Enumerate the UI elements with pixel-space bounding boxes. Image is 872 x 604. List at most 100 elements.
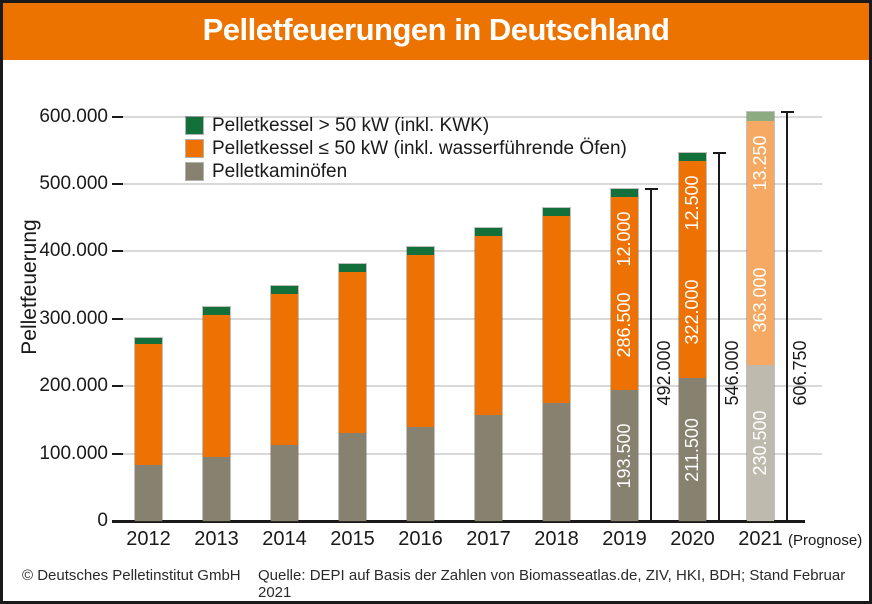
legend-swatch-gray bbox=[186, 163, 203, 180]
bar-segment-green bbox=[543, 208, 570, 217]
bar-segment-gray bbox=[611, 390, 638, 521]
bar-segment-green bbox=[679, 152, 706, 162]
bar-segment-orange bbox=[339, 271, 366, 434]
bar-value-label: 13.250 bbox=[750, 135, 770, 191]
bar-2012 bbox=[135, 337, 162, 521]
total-marker-line bbox=[786, 111, 788, 521]
x-tick-label: 2018 bbox=[534, 528, 579, 550]
x-tick-label: 2012 bbox=[126, 528, 171, 550]
bar-value-label: 286.500 bbox=[614, 291, 634, 358]
bar-2020 bbox=[679, 152, 706, 521]
y-tick-label: 300.000 bbox=[39, 307, 108, 329]
x-tick-label: 2014 bbox=[262, 528, 307, 550]
bar-2016 bbox=[407, 246, 434, 521]
bar-segment-gray bbox=[203, 456, 230, 521]
gridline bbox=[115, 182, 822, 185]
bar-2013 bbox=[203, 307, 230, 521]
bar-segment-green bbox=[135, 337, 162, 344]
legend-item-pelletkaminoefen: Pelletkaminöfen bbox=[186, 160, 627, 183]
legend-swatch-orange bbox=[186, 140, 203, 157]
bar-segment-green bbox=[407, 246, 434, 255]
x-tick-label: 2013 bbox=[194, 528, 239, 550]
gridline bbox=[115, 317, 822, 320]
gridline bbox=[115, 452, 822, 455]
y-axis-tick bbox=[112, 182, 123, 185]
bar-segment-gray bbox=[135, 464, 162, 521]
x-tick-label: 2015 bbox=[330, 528, 375, 550]
bar-2019 bbox=[611, 189, 638, 521]
x-tick-label: 2021 bbox=[738, 528, 783, 550]
x-tick-label: 2016 bbox=[398, 528, 443, 550]
gridline bbox=[115, 385, 822, 388]
bar-value-label: 12.000 bbox=[614, 211, 634, 267]
x-tick-label: 2017 bbox=[466, 528, 511, 550]
y-axis-tick bbox=[112, 385, 123, 388]
y-tick-label: 100.000 bbox=[39, 442, 108, 464]
y-tick-label: 200.000 bbox=[39, 375, 108, 397]
bar-segment-orange bbox=[611, 197, 638, 391]
x-tick-label: 2020 bbox=[670, 528, 715, 550]
bar-value-label: 363.000 bbox=[750, 267, 770, 333]
chart-legend: Pelletkessel > 50 kW (inkl. KWK) Pelletk… bbox=[186, 114, 627, 183]
y-axis-tick bbox=[112, 250, 123, 253]
bar-segment-orange bbox=[203, 314, 230, 457]
total-value-label: 492.000 bbox=[654, 340, 674, 406]
total-marker-cap bbox=[780, 110, 794, 113]
x-tick-label-prognose: (Prognose) bbox=[788, 532, 863, 549]
bar-2015 bbox=[339, 263, 366, 522]
bar-segment-green bbox=[203, 307, 230, 315]
bar-value-label: 230.500 bbox=[750, 410, 770, 476]
y-axis-tick bbox=[112, 115, 123, 118]
total-value-label: 606.750 bbox=[790, 340, 810, 406]
gridline bbox=[115, 115, 822, 118]
bar-segment-orange bbox=[271, 293, 298, 446]
gridline bbox=[115, 250, 822, 253]
bar-value-label: 12.500 bbox=[682, 175, 702, 231]
x-tick-label: 2019 bbox=[602, 528, 647, 550]
bar-value-label: 211.500 bbox=[682, 417, 702, 482]
bar-segment-gray bbox=[543, 402, 570, 521]
y-tick-label: 600.000 bbox=[39, 105, 108, 127]
bar-segment-green bbox=[611, 189, 638, 198]
bar-segment-green bbox=[475, 227, 502, 236]
bar-segment-orange bbox=[475, 235, 502, 416]
total-marker-cap bbox=[644, 188, 658, 191]
bar-segment-gray bbox=[271, 445, 298, 521]
footer-source: Quelle: DEPI auf Basis der Zahlen von Bi… bbox=[258, 567, 846, 601]
legend-swatch-green bbox=[186, 117, 203, 134]
bar-segment-gray bbox=[679, 378, 706, 521]
y-tick-label: 500.000 bbox=[39, 172, 108, 194]
bar-segment-gray bbox=[475, 415, 502, 521]
total-marker-line bbox=[650, 189, 652, 521]
footer-copyright: © Deutsches Pelletinstitut GmbH bbox=[22, 567, 241, 584]
y-tick-label: 400.000 bbox=[39, 240, 108, 262]
bar-segment-orange bbox=[543, 216, 570, 403]
page-title: Pelletfeuerungen in Deutschland bbox=[202, 12, 670, 47]
legend-item-pelletkessel-le50: Pelletkessel ≤ 50 kW (inkl. wasserführen… bbox=[186, 137, 627, 160]
bar-2014 bbox=[271, 286, 298, 521]
y-tick-label: 0 bbox=[97, 510, 108, 531]
x-axis-line bbox=[112, 519, 805, 523]
bar-segment-green bbox=[339, 263, 366, 272]
y-axis-tick bbox=[112, 317, 123, 320]
legend-label: Pelletkessel ≤ 50 kW (inkl. wasserführen… bbox=[212, 137, 627, 159]
bar-2021 bbox=[747, 111, 774, 521]
bar-segment-gray bbox=[407, 426, 434, 521]
bar-segment-green bbox=[747, 111, 774, 121]
bar-segment-orange bbox=[679, 161, 706, 379]
total-marker-cap bbox=[712, 151, 726, 154]
bar-segment-gray bbox=[747, 365, 774, 521]
total-marker-line bbox=[718, 152, 720, 521]
bar-2018 bbox=[543, 208, 570, 521]
bar-2017 bbox=[475, 227, 502, 521]
bar-value-label: 322.000 bbox=[682, 279, 702, 345]
bar-segment-orange bbox=[407, 254, 434, 427]
y-axis-tick bbox=[112, 452, 123, 455]
bar-value-label: 193.500 bbox=[614, 423, 634, 489]
legend-label: Pelletkaminöfen bbox=[212, 160, 348, 182]
total-value-label: 546.000 bbox=[722, 340, 742, 406]
bar-segment-orange bbox=[747, 120, 774, 366]
legend-label: Pelletkessel > 50 kW (inkl. KWK) bbox=[212, 114, 490, 136]
